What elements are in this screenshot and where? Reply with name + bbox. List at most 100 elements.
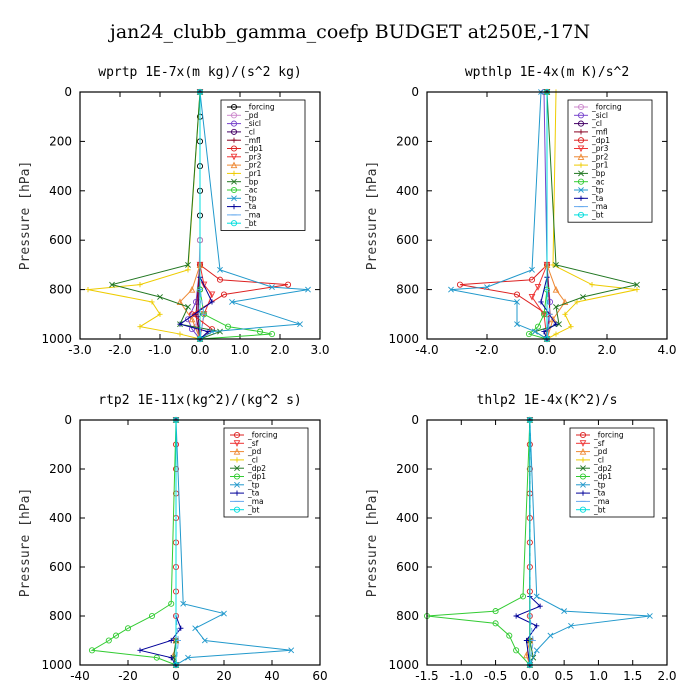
legend-marker xyxy=(231,137,237,143)
data-point xyxy=(124,625,132,632)
data-point xyxy=(528,276,536,283)
legend-label: _pr2 xyxy=(591,152,609,161)
y-tick-label: 1000 xyxy=(388,332,419,346)
data-point xyxy=(188,285,196,293)
data-point xyxy=(513,613,519,619)
data-point xyxy=(168,637,174,644)
legend-marker xyxy=(578,170,584,177)
y-tick-label: 200 xyxy=(396,462,419,476)
panel-title: rtp2 1E-11x(kg^2)/(kg^2 s) xyxy=(98,393,302,408)
legend: _forcing_sf_pd_cl_dp2_dp1_tp_ta_ma_bt xyxy=(223,427,309,518)
data-point xyxy=(513,291,521,298)
legend-label: _sicl xyxy=(591,111,608,120)
data-point xyxy=(112,632,120,639)
x-tick-label: -1.0 xyxy=(148,343,171,357)
data-point xyxy=(528,293,536,301)
plot-frame xyxy=(79,419,321,666)
legend-marker xyxy=(234,457,240,463)
data-point xyxy=(305,286,311,293)
data-point xyxy=(534,284,542,291)
legend-label: _pr1 xyxy=(591,161,609,170)
data-point xyxy=(137,282,143,288)
y-tick-label: 400 xyxy=(49,511,72,525)
data-point xyxy=(105,637,112,644)
data-point xyxy=(85,287,91,293)
data-point xyxy=(537,603,543,609)
data-point xyxy=(492,608,499,615)
legend-label: _bt xyxy=(244,219,257,228)
legend-label: _bt xyxy=(593,505,606,514)
data-point xyxy=(157,294,163,300)
series-tp xyxy=(197,89,311,342)
legend-marker xyxy=(579,440,587,447)
series-dp1 xyxy=(423,416,533,669)
legend-label: _bt xyxy=(247,505,260,514)
legend-label: _ma xyxy=(247,497,264,506)
legend-label: _bp xyxy=(591,169,606,178)
data-point xyxy=(568,324,574,330)
legend-marker xyxy=(577,137,585,144)
legend-marker xyxy=(578,187,584,193)
data-point xyxy=(562,311,568,317)
data-point xyxy=(514,321,520,328)
legend-label: _cl xyxy=(593,456,604,465)
data-point xyxy=(523,651,530,659)
data-point xyxy=(217,328,223,335)
data-point xyxy=(185,267,191,273)
x-tick-label: -20 xyxy=(118,669,138,683)
legend-marker xyxy=(230,145,238,152)
data-point xyxy=(221,610,227,617)
data-point xyxy=(177,331,183,337)
legend-marker xyxy=(233,447,241,455)
data-point xyxy=(229,299,235,305)
data-point xyxy=(533,647,540,654)
legend-label: _tp xyxy=(244,194,257,203)
legend-marker xyxy=(231,178,237,185)
x-tick-label: 1.0 xyxy=(230,343,249,357)
legend-marker xyxy=(580,490,586,496)
x-tick-label: -2.0 xyxy=(108,343,131,357)
series-tp xyxy=(448,89,550,342)
legend-label: _pr3 xyxy=(244,152,262,161)
data-point xyxy=(553,261,559,268)
legend-label: _pr2 xyxy=(244,161,262,170)
legend-label: _sicl xyxy=(244,119,261,128)
x-tick-label: 60 xyxy=(312,669,327,683)
panel-4: thlp2 1E-4x(K^2)/s Pressure [hPa] -1.5 -1.0… xyxy=(365,393,677,683)
y-axis-label: Pressure [hPa] xyxy=(365,161,380,271)
legend-marker xyxy=(234,490,240,496)
data-point xyxy=(185,303,191,310)
x-tick-label: -3.0 xyxy=(68,343,91,357)
data-point xyxy=(538,299,544,305)
y-tick-label: 200 xyxy=(49,462,72,476)
legend-label: _forcing xyxy=(591,103,622,112)
legend-marker xyxy=(230,220,238,227)
data-point xyxy=(177,321,183,327)
data-point xyxy=(541,328,547,335)
x-tick-label: -1.0 xyxy=(450,669,473,683)
legend: _forcing_pd_sicl_cl_mfl_dp1_pr3_pr2_pr1_… xyxy=(220,99,306,231)
legend-label: _bt xyxy=(591,211,604,220)
legend-label: _sf xyxy=(593,439,605,448)
panel-title: wpthlp 1E-4x(m K)/s^2 xyxy=(465,65,629,80)
legend-marker xyxy=(230,161,238,169)
data-point xyxy=(269,284,275,291)
data-point xyxy=(561,298,569,305)
data-point xyxy=(634,287,640,293)
data-point xyxy=(549,315,557,323)
data-point xyxy=(224,323,232,330)
legend-label: _ma xyxy=(244,211,261,220)
legend-marker xyxy=(234,465,240,472)
legend-label: _mfl xyxy=(591,128,608,137)
y-tick-label: 600 xyxy=(49,560,72,574)
data-point xyxy=(514,299,520,305)
y-axis-label: Pressure [hPa] xyxy=(365,488,380,598)
series-line xyxy=(87,91,201,340)
legend-label: _tp xyxy=(593,480,606,489)
legend-label: _forcing xyxy=(593,431,624,440)
data-point xyxy=(523,637,530,644)
data-point xyxy=(268,331,276,338)
legend-marker xyxy=(233,506,241,513)
legend-label: _ta xyxy=(591,194,603,203)
